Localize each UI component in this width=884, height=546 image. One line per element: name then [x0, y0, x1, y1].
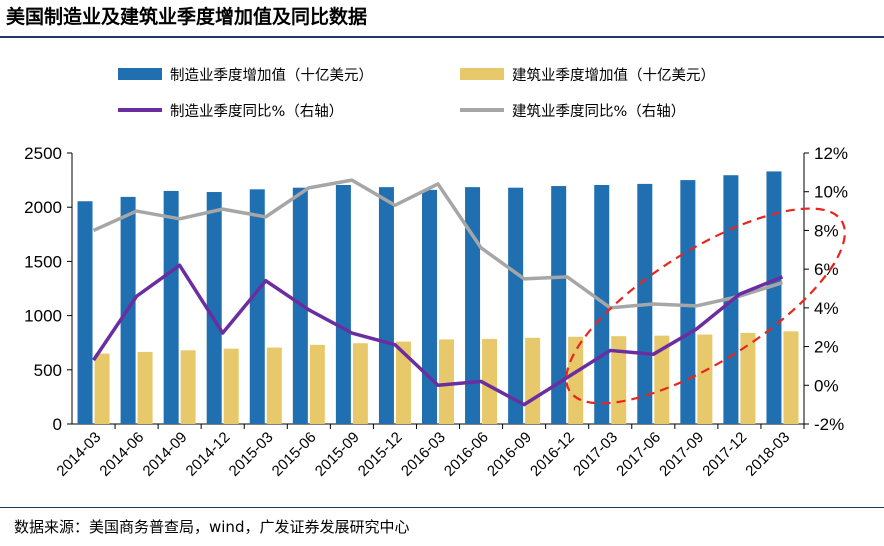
bar-construction-value	[352, 343, 368, 424]
bar-manufacturing-value	[378, 187, 394, 424]
bar-construction-value	[94, 353, 110, 424]
legend-label-construction-yoy: 建筑业季度同比%（右轴）	[512, 103, 685, 120]
bar-manufacturing-value	[206, 192, 222, 424]
x-tick-label: 2015-03	[226, 429, 277, 480]
right-tick-label: -2%	[814, 415, 844, 434]
right-tick-label: 4%	[814, 299, 839, 318]
x-tick-label: 2014-12	[183, 429, 234, 480]
bar-manufacturing-value	[508, 187, 524, 424]
chart: 制造业季度增加值（十亿美元） 建筑业季度增加值（十亿美元） 制造业季度同比%（右…	[24, 67, 848, 480]
legend-label-manufacturing-yoy: 制造业季度同比%（右轴）	[170, 103, 343, 120]
x-tick-label: 2017-06	[613, 429, 664, 480]
x-tick-label: 2014-09	[140, 429, 191, 480]
x-tick-label: 2016-03	[398, 429, 449, 480]
line-manufacturing-yoy	[92, 263, 784, 407]
bar-construction-value	[740, 332, 756, 424]
bar-manufacturing-value	[594, 184, 610, 424]
line-construction-yoy	[92, 178, 783, 310]
bar-construction-value	[266, 347, 282, 424]
x-tick-label: 2017-09	[656, 429, 707, 480]
right-tick-label: 12%	[814, 144, 848, 163]
x-tick-label: 2018-03	[742, 429, 793, 480]
bar-construction-value	[568, 336, 584, 424]
annotation-highlight-ellipse	[565, 207, 846, 405]
legend-label-construction-value: 建筑业季度增加值（十亿美元）	[512, 67, 715, 84]
left-tick-label: 1500	[24, 252, 62, 271]
bar-construction-value	[697, 334, 713, 424]
bar-construction-value	[525, 337, 541, 424]
legend-swatch-construction-value	[460, 68, 504, 80]
bar-construction-value	[654, 335, 670, 424]
right-tick-label: 2%	[814, 338, 839, 357]
plot-area: 05001000150020002500-2%0%2%4%6%8%10%12%2…	[24, 144, 848, 480]
legend: 制造业季度增加值（十亿美元） 建筑业季度增加值（十亿美元） 制造业季度同比%（右…	[118, 67, 715, 120]
bar-manufacturing-value	[163, 190, 179, 424]
legend-label-manufacturing-value: 制造业季度增加值（十亿美元）	[170, 67, 373, 84]
bar-manufacturing-value	[335, 184, 351, 424]
bar-construction-value	[309, 344, 325, 424]
bar-manufacturing-value	[249, 189, 265, 424]
x-tick-label: 2017-03	[570, 429, 621, 480]
bar-construction-value	[439, 339, 454, 424]
bar-manufacturing-value	[766, 171, 782, 424]
bar-construction-value	[223, 348, 239, 424]
x-tick-label: 2017-12	[699, 429, 750, 480]
title-divider	[0, 36, 884, 38]
bar-manufacturing-value	[465, 187, 481, 424]
x-tick-label: 2015-09	[312, 429, 363, 480]
source-divider	[0, 507, 884, 508]
x-tick-label: 2015-06	[269, 429, 320, 480]
left-tick-label: 2000	[24, 198, 62, 217]
legend-swatch-manufacturing-value	[118, 68, 162, 80]
bar-construction-value	[180, 350, 196, 424]
right-tick-label: 0%	[814, 376, 839, 395]
bar-construction-value	[482, 338, 498, 424]
right-tick-label: 8%	[814, 221, 839, 240]
source-note: 数据来源：美国商务普查局，wind，广发证券发展研究中心	[14, 518, 410, 536]
x-tick-label: 2016-09	[484, 429, 535, 480]
bar-construction-value	[395, 341, 411, 424]
x-tick-label: 2014-03	[53, 429, 104, 480]
bar-manufacturing-value	[551, 186, 567, 424]
bar-construction-value	[783, 331, 799, 424]
bar-manufacturing-value	[422, 189, 437, 424]
x-tick-label: 2014-06	[96, 429, 147, 480]
bar-manufacturing-value	[77, 201, 93, 424]
x-tick-label: 2015-12	[355, 429, 406, 480]
bar-manufacturing-value	[680, 180, 696, 424]
left-tick-label: 500	[34, 361, 62, 380]
page-title: 美国制造业及建筑业季度增加值及同比数据	[6, 6, 368, 28]
bar-construction-value	[137, 351, 153, 424]
right-tick-label: 10%	[814, 183, 848, 202]
left-tick-label: 2500	[24, 144, 62, 163]
left-tick-label: 1000	[24, 307, 62, 326]
x-tick-label: 2016-12	[527, 429, 578, 480]
left-tick-label: 0	[53, 415, 62, 434]
x-tick-label: 2016-06	[441, 429, 492, 480]
